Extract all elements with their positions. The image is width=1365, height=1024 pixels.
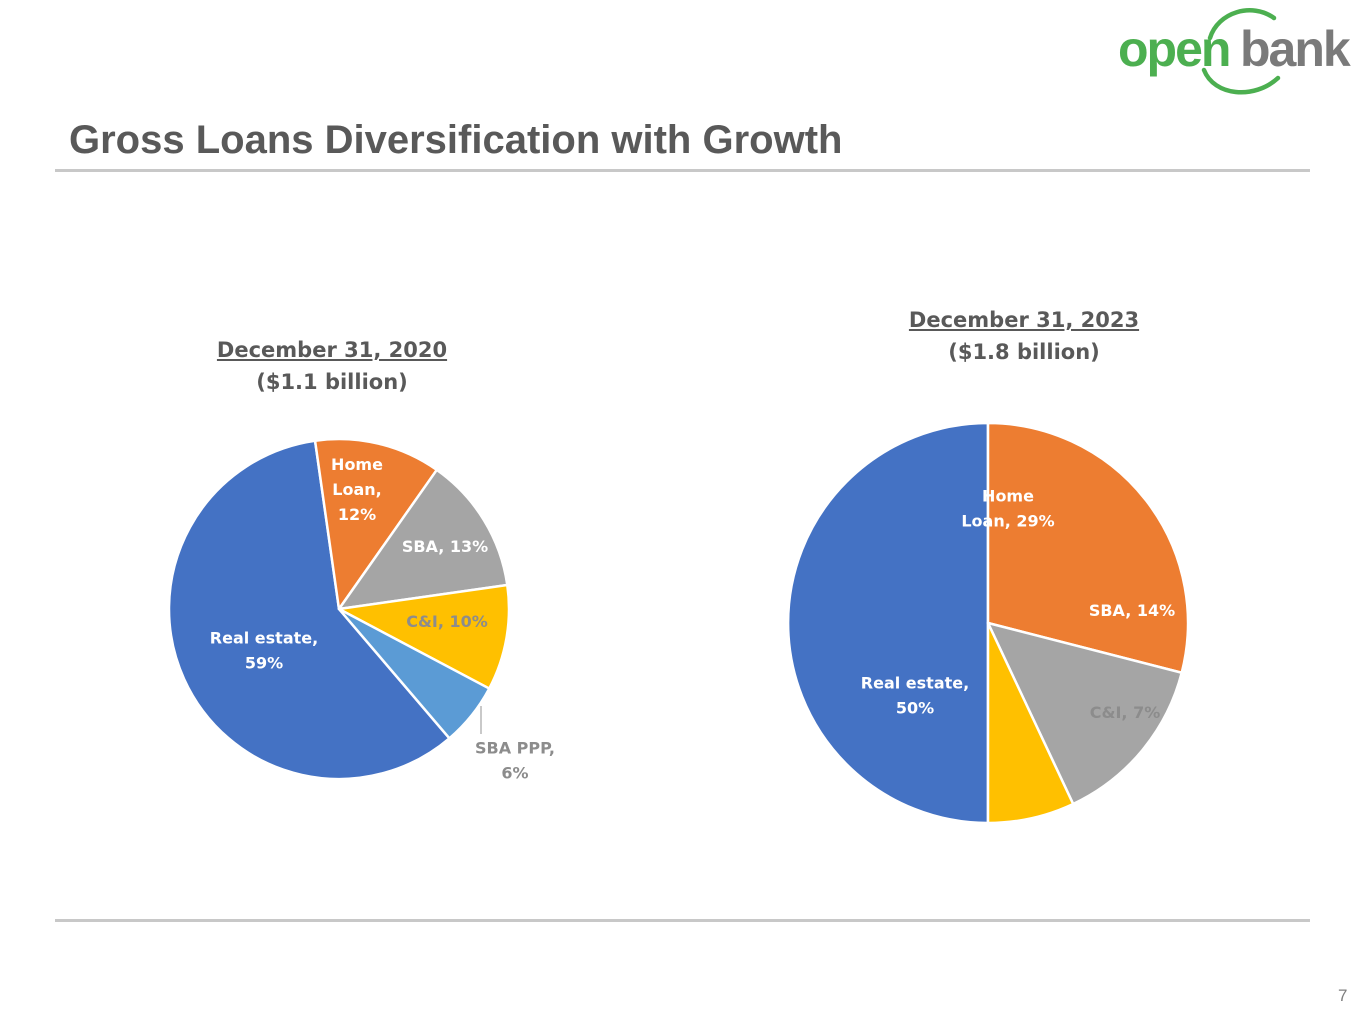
title-divider bbox=[55, 169, 1310, 172]
chart-2023-slice-sba bbox=[986, 621, 1183, 806]
chart-2020-label-real-estate: Real estate, 59% bbox=[210, 629, 318, 673]
chart-2020-heading: December 31, 2020 ($1.1 billion) bbox=[152, 334, 512, 398]
chart-2020-slice-home-loan bbox=[313, 437, 438, 611]
chart-2020-label-sba-ppp: SBA PPP, 6% bbox=[475, 739, 555, 783]
chart-2020-title: December 31, 2020 bbox=[216, 338, 448, 362]
chart-2020-subtitle: ($1.1 billion) bbox=[256, 370, 408, 394]
chart-2020-slice-sba bbox=[337, 468, 509, 611]
chart-2023-label-real-estate: Real estate, 50% bbox=[861, 674, 969, 718]
chart-2023-label-sba: SBA, 14% bbox=[1089, 601, 1175, 620]
logo-text-bank: bank bbox=[1240, 21, 1351, 77]
chart-2020-slice-real-estate bbox=[167, 439, 451, 781]
chart-2020-label-home-loan: Home Loan, 12% bbox=[331, 455, 383, 524]
page-title: Gross Loans Diversification with Growth bbox=[69, 118, 843, 162]
chart-2023-subtitle: ($1.8 billion) bbox=[948, 340, 1100, 364]
logo-text-open: open bbox=[1118, 21, 1229, 77]
logo-upper-arc bbox=[1207, 8, 1277, 41]
chart-2023-label-candi: C&I, 7% bbox=[1090, 703, 1160, 722]
chart-2023-slice-real-estate bbox=[786, 421, 990, 825]
chart-2023-slice-home-loan bbox=[986, 421, 1190, 674]
chart-2020-slice-candi bbox=[337, 583, 511, 690]
chart-2020-label-sba: SBA, 13% bbox=[402, 537, 488, 556]
page-number: 7 bbox=[1338, 986, 1348, 1005]
chart-2023-slice-candi bbox=[986, 621, 1075, 825]
chart-2023-heading: December 31, 2023 ($1.8 billion) bbox=[844, 304, 1204, 368]
logo-lower-arc bbox=[1201, 67, 1281, 95]
chart-2020-slice-sba-ppp bbox=[337, 607, 491, 740]
chart-2023-title: December 31, 2023 bbox=[908, 308, 1140, 332]
footer-divider bbox=[55, 919, 1310, 922]
chart-2020-label-candi: C&I, 10% bbox=[406, 612, 488, 631]
chart-2023-label-home-loan: Home Loan, 29% bbox=[961, 487, 1054, 531]
openbank-logo: open bank bbox=[1118, 8, 1353, 95]
